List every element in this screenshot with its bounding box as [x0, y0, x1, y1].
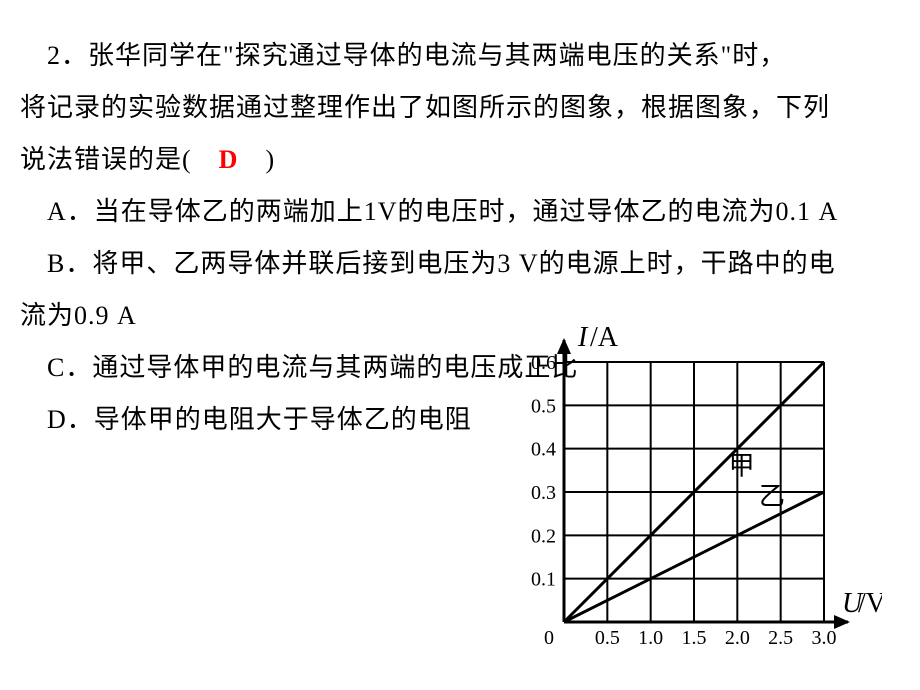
svg-text:/V: /V — [858, 588, 882, 619]
svg-text:0.5: 0.5 — [595, 627, 620, 649]
svg-text:0.3: 0.3 — [531, 482, 556, 504]
svg-text:1.5: 1.5 — [682, 627, 707, 649]
svg-text:0.6: 0.6 — [531, 352, 556, 374]
svg-text:/A: /A — [590, 322, 619, 353]
q-line-3-after: ) — [238, 145, 275, 174]
chart-svg: 0.1 0.2 0.3 0.4 0.5 0.6 0.5 1.0 1.5 2.0 2.5 3.0 0 I/A… — [502, 320, 882, 660]
svg-text:2.0: 2.0 — [725, 627, 750, 649]
svg-text:0.2: 0.2 — [531, 525, 556, 547]
q-line-1: 2．张华同学在"探究通过导体的电流与其两端电压的关系"时， — [20, 30, 900, 82]
svg-text:0.4: 0.4 — [531, 439, 556, 461]
svg-text:I: I — [577, 322, 589, 353]
svg-text:3.0: 3.0 — [812, 627, 837, 649]
q-line-3: 说法错误的是( D ) — [20, 134, 900, 186]
svg-text:2.5: 2.5 — [768, 627, 793, 649]
svg-text:0.5: 0.5 — [531, 395, 556, 417]
svg-text:0: 0 — [544, 627, 554, 649]
option-b-1: B．将甲、乙两导体并联后接到电压为3 V的电源上时，干路中的电 — [20, 238, 900, 290]
q-line-3-before: 说法错误的是( — [20, 145, 219, 174]
svg-text:甲: 甲 — [729, 452, 755, 481]
answer-letter: D — [219, 145, 239, 174]
svg-text:0.1: 0.1 — [531, 569, 556, 591]
svg-text:1.0: 1.0 — [638, 627, 663, 649]
q-line-2: 将记录的实验数据通过整理作出了如图所示的图象，根据图象，下列 — [20, 82, 900, 134]
option-a: A．当在导体乙的两端加上1V的电压时，通过导体乙的电流为0.1 A — [20, 186, 900, 238]
svg-text:乙: 乙 — [759, 482, 785, 511]
iv-chart: 0.1 0.2 0.3 0.4 0.5 0.6 0.5 1.0 1.5 2.0 2.5 3.0 0 I/A… — [502, 320, 882, 660]
